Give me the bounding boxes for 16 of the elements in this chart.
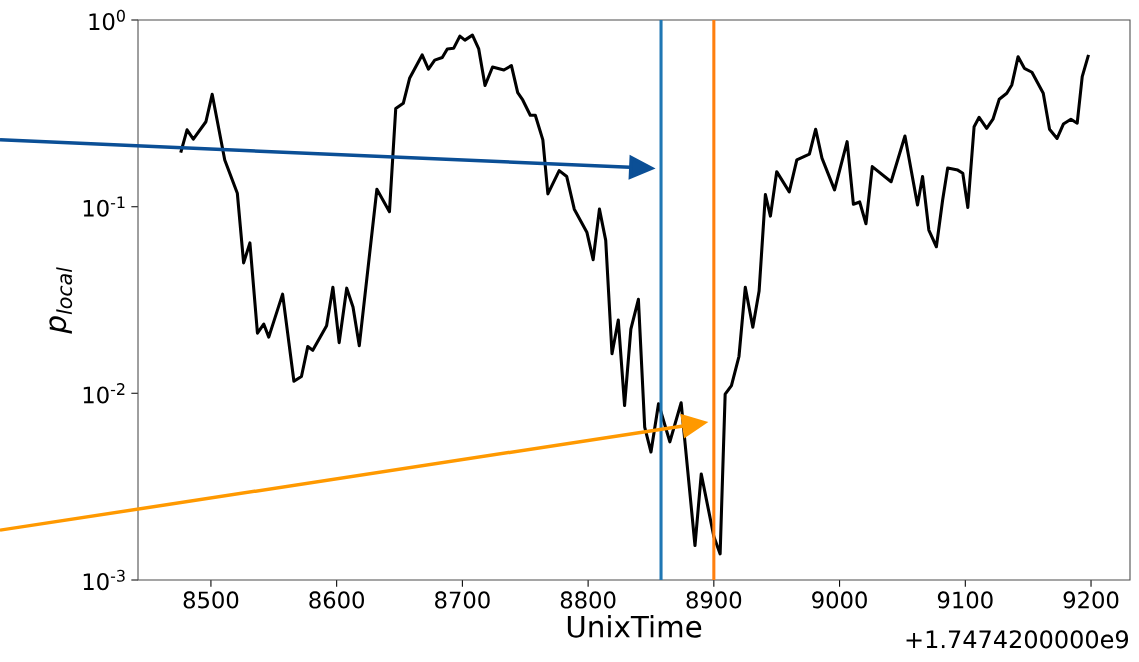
- x-tick-label: 9100: [937, 591, 993, 609]
- x-tick-label: 8800: [560, 591, 616, 609]
- y-tick-label: 10$^{-3}$: [83, 569, 125, 591]
- y-tick-label: 10$^{-2}$: [83, 383, 125, 404]
- x-tick-label: 9000: [812, 591, 867, 609]
- text: +1.7474200000e9: [906, 630, 1128, 649]
- x-tick-label: 8500: [183, 591, 239, 609]
- x-tick-label: 8700: [435, 591, 490, 609]
- x-axis-title: UnixTime: [567, 615, 702, 638]
- y-tick-label: 10$^{0}$: [89, 9, 125, 31]
- line-series: [179, 33, 1091, 556]
- x-tick-label: 8900: [686, 591, 742, 609]
- y-axis-title: p$_{local}$: [49, 267, 73, 334]
- y-tick-label: 10$^{-1}$: [83, 196, 125, 217]
- x-tick-label: 8600: [309, 591, 364, 609]
- x-tick-label: 9200: [1063, 591, 1119, 609]
